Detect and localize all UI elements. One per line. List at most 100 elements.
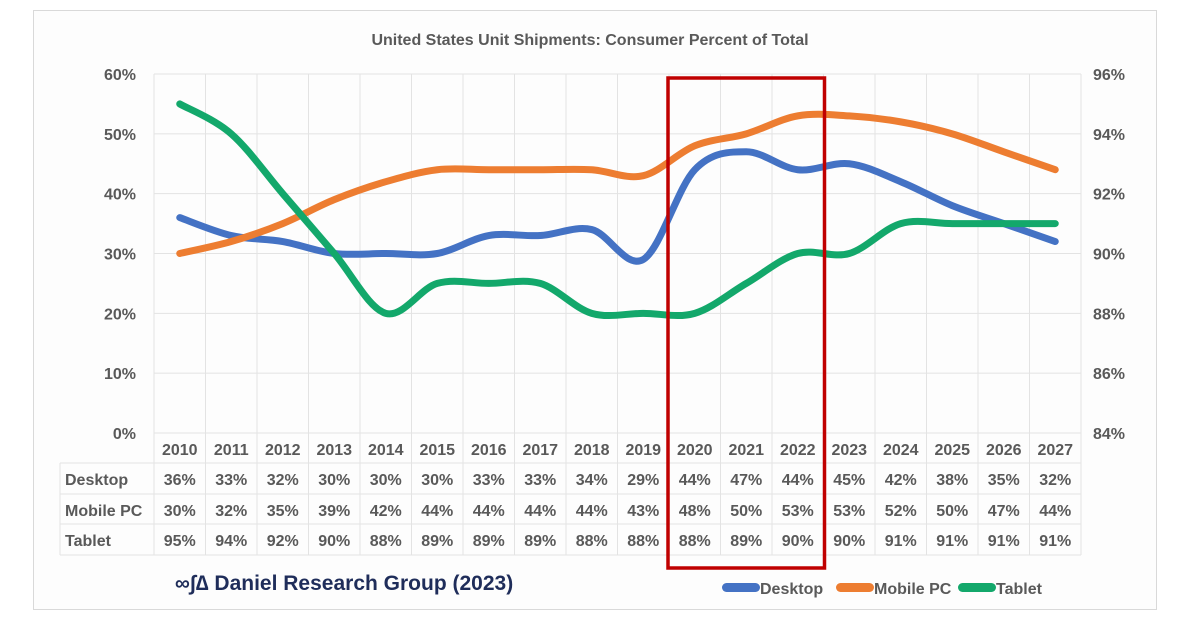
right-axis-tick: 92%: [1093, 187, 1125, 204]
data-label: 53%: [833, 503, 865, 520]
data-label: 30%: [318, 472, 350, 489]
x-tick-label: 2014: [368, 442, 404, 459]
legend-label: Desktop: [760, 581, 823, 598]
x-tick-label: 2016: [471, 442, 507, 459]
data-label: 30%: [370, 472, 402, 489]
data-label: 88%: [679, 533, 711, 550]
x-tick-label: 2013: [316, 442, 352, 459]
data-label: 33%: [215, 472, 247, 489]
data-label: 43%: [627, 503, 659, 520]
x-tick-label: 2025: [934, 442, 970, 459]
left-axis-tick: 10%: [104, 366, 136, 383]
table-row-label: Desktop: [65, 472, 128, 489]
x-tick-label: 2011: [214, 442, 249, 459]
data-label: 42%: [370, 503, 402, 520]
left-axis-tick: 60%: [104, 67, 136, 84]
data-label: 90%: [318, 533, 350, 550]
data-label: 30%: [421, 472, 453, 489]
left-axis-tick: 40%: [104, 187, 136, 204]
data-label: 95%: [164, 533, 196, 550]
data-label: 44%: [679, 472, 711, 489]
highlight-box: [666, 76, 827, 570]
data-label: 36%: [164, 472, 196, 489]
x-tick-label: 2024: [883, 442, 919, 459]
data-label: 48%: [679, 503, 711, 520]
data-label: 44%: [473, 503, 505, 520]
data-label: 32%: [267, 472, 299, 489]
data-label: 89%: [421, 533, 453, 550]
data-label: 50%: [730, 503, 762, 520]
data-label: 44%: [1039, 503, 1071, 520]
data-label: 90%: [833, 533, 865, 550]
data-label: 44%: [524, 503, 556, 520]
data-label: 53%: [782, 503, 814, 520]
data-label: 44%: [576, 503, 608, 520]
data-label: 47%: [730, 472, 762, 489]
right-axis-tick: 88%: [1093, 306, 1125, 323]
x-tick-label: 2015: [419, 442, 455, 459]
right-axis-tick: 90%: [1093, 247, 1125, 264]
data-label: 44%: [782, 472, 814, 489]
chart-frame: [33, 10, 1157, 610]
legend-swatch: [722, 583, 760, 592]
data-label: 88%: [576, 533, 608, 550]
data-label: 88%: [627, 533, 659, 550]
chart-title: United States Unit Shipments: Consumer P…: [371, 32, 808, 49]
x-tick-label: 2012: [265, 442, 301, 459]
right-axis-tick: 84%: [1093, 426, 1125, 443]
legend-swatch: [836, 583, 874, 592]
x-tick-label: 2022: [780, 442, 816, 459]
x-tick-label: 2010: [162, 442, 198, 459]
data-label: 44%: [421, 503, 453, 520]
data-label: 38%: [936, 472, 968, 489]
data-label: 91%: [885, 533, 917, 550]
data-label: 47%: [988, 503, 1020, 520]
data-label: 39%: [318, 503, 350, 520]
data-label: 45%: [833, 472, 865, 489]
right-axis-tick: 86%: [1093, 366, 1125, 383]
table-row-label: Tablet: [65, 533, 112, 550]
data-label: 35%: [988, 472, 1020, 489]
data-label: 91%: [936, 533, 968, 550]
data-label: 33%: [524, 472, 556, 489]
data-label: 94%: [215, 533, 247, 550]
data-label: 92%: [267, 533, 299, 550]
data-label: 89%: [730, 533, 762, 550]
x-tick-label: 2018: [574, 442, 610, 459]
legend-label: Mobile PC: [874, 581, 952, 598]
data-label: 33%: [473, 472, 505, 489]
data-label: 91%: [988, 533, 1020, 550]
data-label: 42%: [885, 472, 917, 489]
right-axis-tick: 96%: [1093, 67, 1125, 84]
data-label: 32%: [1039, 472, 1071, 489]
data-label: 34%: [576, 472, 608, 489]
data-label: 30%: [164, 503, 196, 520]
data-label: 89%: [473, 533, 505, 550]
left-axis-tick: 20%: [104, 306, 136, 323]
x-tick-label: 2017: [522, 442, 558, 459]
data-label: 88%: [370, 533, 402, 550]
data-label: 29%: [627, 472, 659, 489]
legend-swatch: [958, 583, 996, 592]
series-line-mobile-pc: [176, 110, 1059, 257]
legend-label: Tablet: [996, 581, 1043, 598]
x-tick-label: 2027: [1037, 442, 1073, 459]
data-label: 32%: [215, 503, 247, 520]
left-axis-tick: 50%: [104, 127, 136, 144]
credit-logo: ∞∫∆ Daniel Research Group (2023): [175, 572, 513, 595]
data-label: 91%: [1039, 533, 1071, 550]
data-label: 89%: [524, 533, 556, 550]
left-axis-tick: 30%: [104, 247, 136, 264]
x-tick-label: 2026: [986, 442, 1022, 459]
right-axis-tick: 94%: [1093, 127, 1125, 144]
x-tick-label: 2021: [728, 442, 764, 459]
data-label: 90%: [782, 533, 814, 550]
left-axis-tick: 0%: [113, 426, 136, 443]
x-tick-label: 2020: [677, 442, 713, 459]
data-label: 35%: [267, 503, 299, 520]
x-tick-label: 2019: [625, 442, 661, 459]
table-row-label: Mobile PC: [65, 503, 143, 520]
x-tick-label: 2023: [831, 442, 867, 459]
data-label: 52%: [885, 503, 917, 520]
